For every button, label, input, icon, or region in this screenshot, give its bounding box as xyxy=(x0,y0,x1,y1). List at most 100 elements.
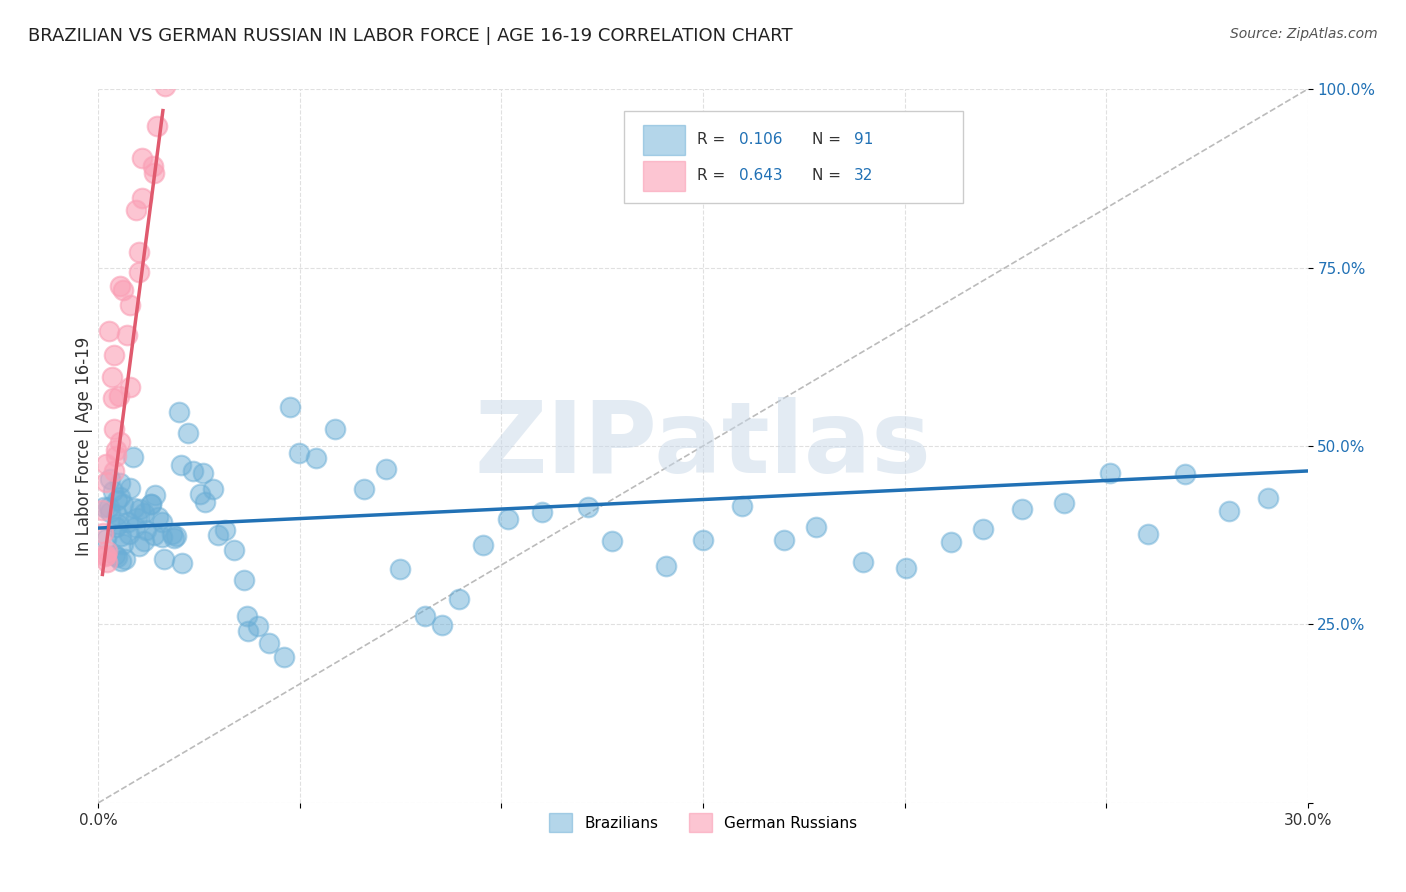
Point xyxy=(201,482,224,496)
Point xyxy=(1011,501,1033,516)
Point xyxy=(103,464,125,478)
Point xyxy=(98,505,121,519)
Point xyxy=(939,535,962,549)
Point xyxy=(134,533,156,548)
Point xyxy=(1257,491,1279,505)
Point xyxy=(731,499,754,513)
Point xyxy=(325,421,347,435)
Point xyxy=(389,562,412,576)
FancyBboxPatch shape xyxy=(624,111,963,203)
Point xyxy=(96,475,118,490)
Point xyxy=(94,548,117,562)
Point xyxy=(103,348,125,362)
Point xyxy=(1053,496,1076,510)
Point xyxy=(530,505,553,519)
Point xyxy=(104,548,127,562)
Point xyxy=(236,609,259,624)
Point xyxy=(118,526,141,541)
Point xyxy=(98,324,121,338)
Point xyxy=(353,483,375,497)
Point xyxy=(207,527,229,541)
Text: R =: R = xyxy=(697,132,730,147)
Text: N =: N = xyxy=(811,168,845,183)
Point xyxy=(247,619,270,633)
Point xyxy=(375,462,398,476)
Point xyxy=(104,442,127,457)
Text: ZIPatlas: ZIPatlas xyxy=(475,398,931,494)
Point xyxy=(167,405,190,419)
Point xyxy=(124,519,146,533)
Point xyxy=(93,500,115,514)
Point xyxy=(576,500,599,514)
Point xyxy=(413,608,436,623)
Text: 0.643: 0.643 xyxy=(740,168,783,183)
Point xyxy=(150,530,173,544)
Point xyxy=(129,502,152,516)
Point xyxy=(122,501,145,516)
Point xyxy=(121,450,143,464)
Point xyxy=(150,516,173,530)
Point xyxy=(471,538,494,552)
Text: BRAZILIAN VS GERMAN RUSSIAN IN LABOR FORCE | AGE 16-19 CORRELATION CHART: BRAZILIAN VS GERMAN RUSSIAN IN LABOR FOR… xyxy=(28,27,793,45)
Point xyxy=(108,389,131,403)
Point xyxy=(110,554,132,568)
Point xyxy=(163,531,186,545)
Point xyxy=(143,528,166,542)
Point xyxy=(105,492,128,507)
Point xyxy=(96,543,118,558)
FancyBboxPatch shape xyxy=(643,161,685,191)
Point xyxy=(100,370,122,384)
Point xyxy=(98,471,121,485)
Point xyxy=(103,422,125,436)
Point xyxy=(304,450,326,465)
Point xyxy=(128,539,150,553)
Point xyxy=(91,525,114,540)
Point xyxy=(135,524,157,538)
Point xyxy=(160,527,183,541)
Point xyxy=(804,520,827,534)
Point xyxy=(152,552,174,566)
Point xyxy=(972,522,994,536)
Point xyxy=(692,533,714,547)
Point xyxy=(139,497,162,511)
Point xyxy=(108,476,131,491)
Point xyxy=(170,458,193,472)
Text: Source: ZipAtlas.com: Source: ZipAtlas.com xyxy=(1230,27,1378,41)
Point xyxy=(107,517,129,532)
Point xyxy=(232,574,254,588)
Point xyxy=(143,167,166,181)
Point xyxy=(139,497,162,511)
Point xyxy=(257,635,280,649)
Point xyxy=(115,328,138,343)
Point xyxy=(170,556,193,570)
Point xyxy=(146,120,169,134)
Point xyxy=(104,449,127,463)
Point xyxy=(153,79,176,94)
Point xyxy=(273,650,295,665)
Point xyxy=(108,435,131,450)
Point xyxy=(148,509,170,524)
Point xyxy=(96,457,118,471)
Point xyxy=(238,624,260,639)
Point xyxy=(118,298,141,312)
Point xyxy=(447,592,470,607)
Point xyxy=(193,466,215,480)
Point xyxy=(278,400,301,414)
Point xyxy=(177,425,200,440)
Point xyxy=(110,490,132,504)
Point xyxy=(288,446,311,460)
Point xyxy=(125,203,148,218)
Point xyxy=(111,537,134,551)
Point xyxy=(194,495,217,509)
Point xyxy=(105,508,128,522)
Point xyxy=(118,481,141,495)
Point xyxy=(101,484,124,499)
Point xyxy=(894,561,917,575)
Point xyxy=(98,500,121,514)
Point xyxy=(655,558,678,573)
Point xyxy=(105,550,128,565)
Point xyxy=(114,552,136,566)
Point xyxy=(1098,467,1121,481)
Point xyxy=(181,464,204,478)
Point xyxy=(108,278,131,293)
